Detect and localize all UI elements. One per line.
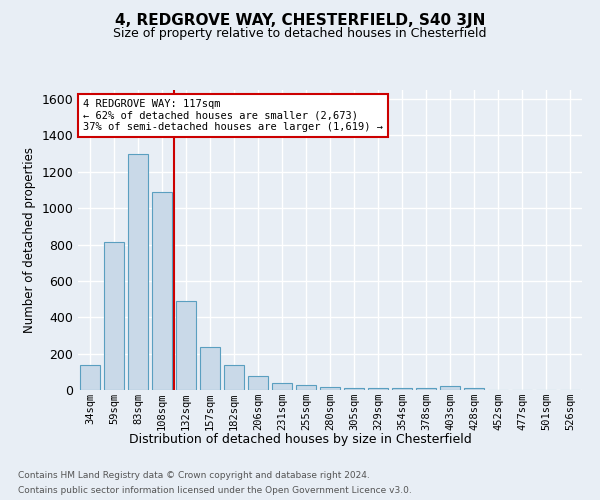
Bar <box>440 386 460 390</box>
Bar <box>320 388 340 390</box>
Bar <box>464 388 484 390</box>
Bar <box>416 388 436 390</box>
Text: Contains public sector information licensed under the Open Government Licence v3: Contains public sector information licen… <box>18 486 412 495</box>
Text: 4, REDGROVE WAY, CHESTERFIELD, S40 3JN: 4, REDGROVE WAY, CHESTERFIELD, S40 3JN <box>115 12 485 28</box>
Bar <box>224 366 244 390</box>
Text: Contains HM Land Registry data © Crown copyright and database right 2024.: Contains HM Land Registry data © Crown c… <box>18 471 370 480</box>
Bar <box>176 301 196 390</box>
Bar <box>368 388 388 390</box>
Y-axis label: Number of detached properties: Number of detached properties <box>23 147 36 333</box>
Bar <box>248 376 268 390</box>
Bar <box>344 388 364 390</box>
Bar <box>104 242 124 390</box>
Bar <box>80 364 100 390</box>
Text: 4 REDGROVE WAY: 117sqm
← 62% of detached houses are smaller (2,673)
37% of semi-: 4 REDGROVE WAY: 117sqm ← 62% of detached… <box>83 99 383 132</box>
Bar <box>152 192 172 390</box>
Bar <box>392 388 412 390</box>
Bar <box>296 386 316 390</box>
Bar <box>128 154 148 390</box>
Bar <box>200 348 220 390</box>
Text: Distribution of detached houses by size in Chesterfield: Distribution of detached houses by size … <box>128 432 472 446</box>
Bar <box>272 382 292 390</box>
Text: Size of property relative to detached houses in Chesterfield: Size of property relative to detached ho… <box>113 28 487 40</box>
